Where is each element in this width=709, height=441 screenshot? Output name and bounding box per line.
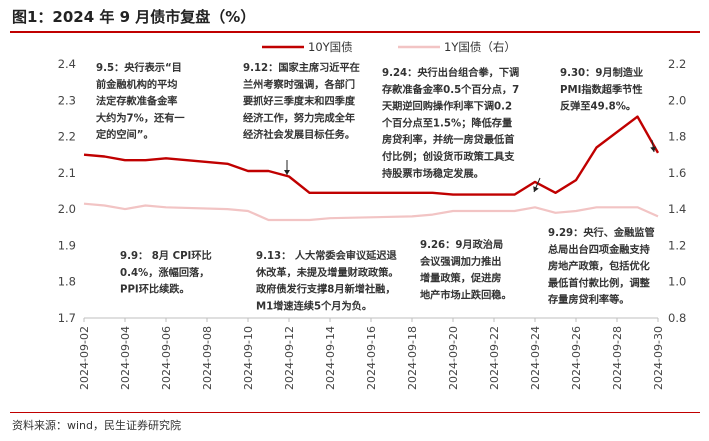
legend: 10Y国债 1Y国债（右） [262, 40, 516, 54]
chart-title: 图1：2024 年 9 月债市复盘（%） [12, 8, 256, 26]
annotation-a6: 9.13： 人大常委会审议延迟退休改革，未提及增量财政政策。政府债发行支撑8月新… [255, 249, 399, 312]
annotation-line: 经济工作，努力完成全年 [243, 111, 355, 124]
x-tick-label: 2024-09-18 [406, 326, 419, 390]
annotation-line: 大约为7%，还有一 [96, 111, 185, 124]
annotation-line: 兰州考察时强调，各部门 [243, 78, 355, 91]
x-tick-label: 2024-09-24 [529, 326, 542, 390]
annotation-line: 持股票市场稳定发展。 [382, 167, 484, 180]
annotation-line: 9.26：9月政治局 [420, 238, 503, 251]
x-tick-label: 2024-09-30 [652, 326, 665, 390]
x-tick-label: 2024-09-28 [611, 326, 624, 390]
annotation-a1: 9.5：央行表示“目前金融机构的平均法定存款准备金率大约为7%，还有一定的空间”… [95, 61, 185, 141]
series-line-10y [83, 115, 660, 196]
x-tick-label: 2024-09-10 [242, 326, 255, 390]
y-left-tick-label: 2.4 [58, 57, 76, 71]
x-tick-label: 2024-09-06 [160, 326, 173, 390]
annotation-line: 法定存款准备金率 [96, 95, 178, 108]
annotation-line: 存款准备金率0.5个百分点，7 [382, 83, 519, 96]
annotation-line: 房贷利率，并统一房贷最低首 [382, 133, 514, 146]
annotation-line: PPI环比续跌。 [120, 283, 190, 296]
y-right-tick-label: 1.4 [668, 202, 686, 216]
y-left-tick-label: 1.7 [58, 311, 76, 325]
y-left-tick-label: 1.9 [58, 238, 76, 252]
annotation-line: 定的空间”。 [95, 128, 154, 141]
annotation-line: 9.9： 8月 CPI环比 [120, 249, 212, 262]
annotation-arrowhead [533, 186, 539, 192]
annotation-arrowhead [650, 146, 657, 152]
source-rule [10, 412, 700, 413]
y-left-tick-label: 2.2 [58, 130, 76, 144]
y-right-tick-label: 1.0 [668, 275, 686, 289]
annotation-line: 9.30：9月制造业 [560, 66, 643, 79]
y-left-tick-label: 2.0 [58, 202, 76, 216]
annotation-line: 存量房贷利率等。 [548, 293, 630, 306]
annotation-a5: 9.9： 8月 CPI环比 0.4%，涨幅回落， PPI环比续跌。 [120, 249, 212, 296]
annotation-line: 9.5：央行表示“目 [96, 61, 182, 74]
y-right-tick-label: 1.8 [668, 130, 686, 144]
annotation-line: 会议强调加力推出 [420, 255, 502, 268]
x-tick-label: 2024-09-02 [78, 326, 91, 390]
annotation-line: M1增速连续5个月为负。 [256, 299, 372, 312]
annotation-line: 天期逆回购操作利率下调0.2 [382, 100, 512, 113]
annotation-layer: 9.5：央行表示“目前金融机构的平均法定存款准备金率大约为7%，还有一定的空间”… [95, 61, 655, 312]
y-right-tick-label: 0.8 [668, 311, 686, 325]
annotation-line: 前金融机构的平均 [96, 78, 178, 91]
y-right-tick-label: 1.6 [668, 166, 686, 180]
y-right-tick-label: 2.2 [668, 57, 686, 71]
x-tick-label: 2024-09-20 [447, 326, 460, 390]
annotation-line: 增量政策，促进房 [420, 272, 502, 285]
y-right-tick-label: 1.2 [668, 238, 686, 252]
legend-label-1y: 1Y国债（右） [444, 40, 516, 54]
annotation-line: 9.29：央行、金融监管 [548, 226, 655, 239]
y-right-tick-label: 2.0 [668, 93, 686, 107]
source-note: 资料来源：wind，民生证券研究院 [12, 419, 182, 432]
annotation-line: 反弹至49.8%。 [560, 100, 636, 113]
annotation-line: 9.24：央行出台组合拳，下调 [382, 66, 519, 79]
annotation-arrowhead [284, 170, 290, 175]
y-left-tick-label: 1.8 [58, 275, 76, 289]
annotation-line: 付比例；创设货币政策工具支 [382, 150, 515, 163]
x-tick-label: 2024-09-08 [201, 326, 214, 390]
x-tick-label: 2024-09-16 [365, 326, 378, 390]
x-tick-label: 2024-09-14 [324, 326, 337, 390]
annotation-line: 9.13： 人大常委会审议延迟退 [256, 249, 398, 262]
x-tick-label: 2024-09-12 [283, 326, 296, 390]
annotation-line: 总局出台四项金融支持 [548, 243, 650, 256]
annotation-line: 经济社会发展目标任务。 [243, 128, 355, 141]
y-left-tick-label: 2.1 [58, 166, 76, 180]
series-line-1y [83, 202, 659, 222]
annotation-line: 休改革，未提及增量财政政策。 [255, 266, 399, 279]
annotation-line: 个百分点至1.5%；降低存量 [381, 116, 512, 129]
x-tick-label: 2024-09-26 [570, 326, 583, 390]
annotation-line: 9.12：国家主席习近平在 [243, 61, 360, 74]
legend-label-10y: 10Y国债 [308, 40, 353, 54]
series-layer [83, 115, 660, 222]
leader-layer [284, 139, 657, 193]
x-tick-label: 2024-09-04 [119, 326, 132, 390]
annotation-a8: 9.29：央行、金融监管总局出台四项金融支持房地产政策，包括优化最低首付款比例，… [548, 226, 655, 306]
annotation-line: PMI指数超季节性 [560, 83, 643, 96]
annotation-a2: 9.12：国家主席习近平在兰州考察时强调，各部门要抓好三季度末和四季度经济工作，… [243, 61, 360, 141]
annotation-line: 要抓好三季度末和四季度 [243, 95, 356, 108]
annotation-line: 政府债发行支撑8月新增社融， [256, 283, 396, 296]
title-rule [10, 31, 700, 33]
y-left-tick-label: 2.3 [58, 93, 76, 107]
x-tick-label: 2024-09-22 [488, 326, 501, 390]
annotation-line: 0.4%，涨幅回落， [120, 266, 209, 279]
axes: 1.7 1.8 1.9 2.0 2.1 2.2 2.3 2.4 0.8 1.0 1.2 1.4 1.6 1… [58, 57, 687, 390]
annotation-line: 房地产政策，包括优化 [548, 260, 651, 273]
annotation-line: 地产市场止跌回稳。 [420, 288, 512, 301]
annotation-line: 最低首付款比例，调整 [548, 276, 651, 289]
